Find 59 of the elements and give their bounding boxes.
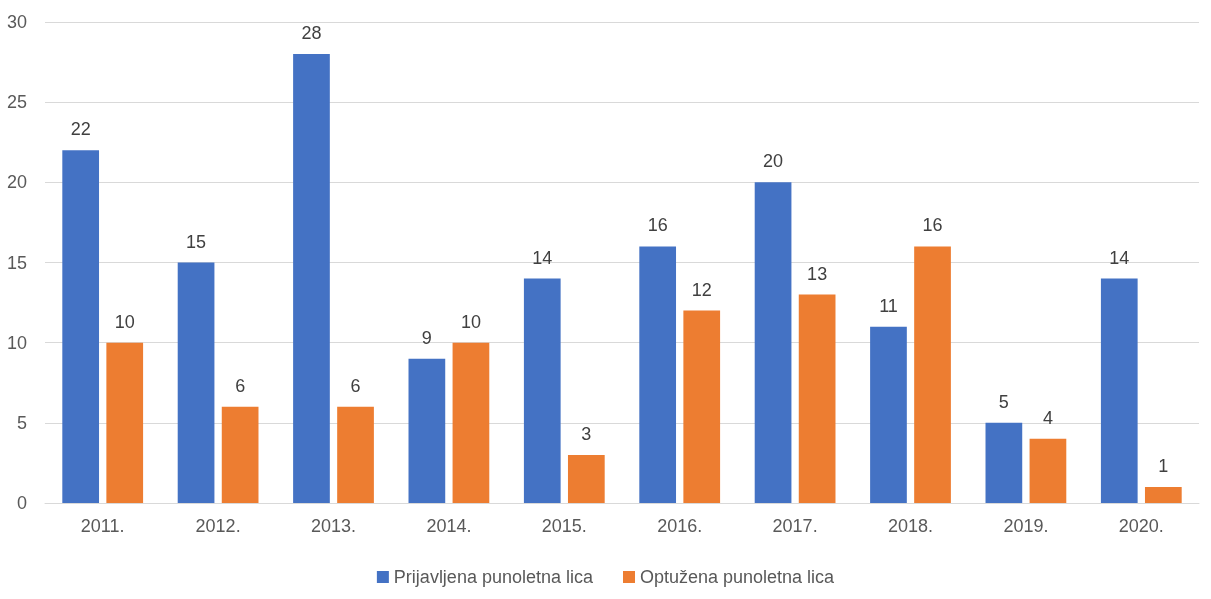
x-tick-label: 2016. [657,516,703,536]
data-label: 14 [532,247,553,268]
y-tick-label: 20 [6,172,27,193]
x-tick-label: 2019. [1003,516,1049,536]
bar [1029,438,1067,503]
y-tick-label: 0 [16,493,27,513]
bar [62,150,100,503]
bar [221,406,259,503]
x-tick-label: 2015. [541,516,587,536]
bar [754,182,792,503]
bar [798,294,836,503]
y-tick-label: 25 [6,92,27,113]
data-label: 14 [1109,247,1130,268]
data-label: 20 [763,151,784,172]
x-tick-label: 2017. [772,516,818,536]
bar [914,246,951,503]
x-tick-label: 2020. [1118,516,1164,536]
data-label: 16 [922,215,943,236]
data-label: 3 [581,423,592,444]
data-label: 16 [647,215,668,236]
x-tick-label: 2011. [80,516,125,536]
bar [408,358,446,503]
y-tick-label: 15 [6,252,27,273]
data-label: 15 [186,231,207,252]
bar [567,454,605,503]
bar [337,406,374,503]
bar [870,326,907,503]
x-tick-label: 2018. [887,516,934,536]
data-label: 4 [1042,407,1053,428]
x-tick-label: 2014. [426,516,472,536]
legend-label: Prijavljena punoletna lica [393,567,594,587]
data-label: 13 [807,263,828,284]
data-label: 10 [114,311,135,332]
bar [293,54,330,503]
bar [985,422,1023,503]
legend-label: Optužena punoletna lica [639,567,836,587]
x-tick-label: 2012. [195,516,241,536]
bar [106,342,144,503]
bar [1144,486,1182,503]
bar [523,278,561,503]
x-tick-label: 2013. [310,516,357,536]
bar [639,246,677,503]
bar [1100,278,1138,503]
y-tick-label: 5 [16,412,27,433]
data-label: 11 [879,295,898,316]
data-label: 1 [1158,455,1169,476]
data-label: 12 [691,279,712,300]
data-label: 5 [998,391,1009,412]
data-label: 28 [301,23,322,44]
bar [683,310,721,503]
data-label: 10 [460,311,481,332]
data-label: 6 [235,375,246,396]
data-label: 9 [421,327,432,348]
bar [177,262,215,503]
data-label: 22 [70,119,91,140]
y-tick-label: 10 [6,332,27,353]
bar [452,342,490,503]
data-label: 6 [350,375,361,396]
y-tick-label: 30 [6,12,27,32]
